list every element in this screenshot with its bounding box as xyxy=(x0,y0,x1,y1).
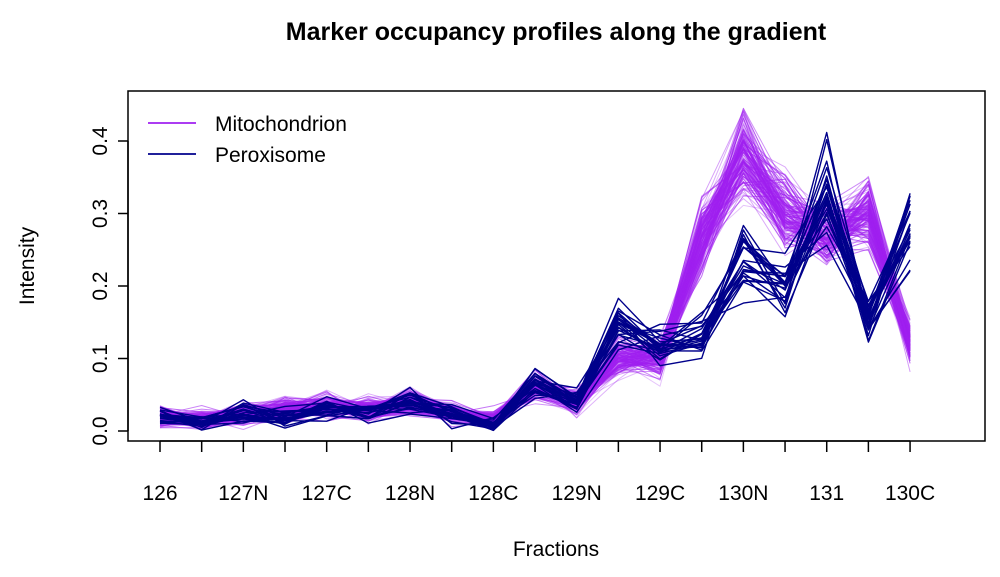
legend: Mitochondrion Peroxisome xyxy=(148,113,347,167)
series-peroxisome xyxy=(159,131,911,432)
x-tick-label: 128C xyxy=(468,482,518,505)
y-tick-label: 0.1 xyxy=(89,344,112,373)
y-tick-label: 0.3 xyxy=(89,199,112,228)
x-tick-label: 126 xyxy=(142,482,177,505)
y-axis-label: Intensity xyxy=(16,226,39,305)
x-tick-label: 128N xyxy=(385,482,435,505)
x-axis-label: Fractions xyxy=(513,538,599,561)
legend-label-peroxisome: Peroxisome xyxy=(215,144,326,167)
x-tick-label: 130N xyxy=(718,482,768,505)
legend-label-mitochondrion: Mitochondrion xyxy=(215,113,347,136)
x-tick-label: 129N xyxy=(552,482,602,505)
x-axis: 126 127N 127C 128N 128C 129N 129C 130N 131 130C xyxy=(142,440,935,505)
y-tick-label: 0.2 xyxy=(89,271,112,300)
chart-title: Marker occupancy profiles along the grad… xyxy=(286,18,827,46)
y-axis: 0.0 0.1 0.2 0.3 0.4 xyxy=(89,126,129,446)
peroxisome-profile-line xyxy=(159,203,911,426)
y-tick-label: 0.0 xyxy=(89,416,112,445)
x-tick-label: 127C xyxy=(302,482,352,505)
peroxisome-profile-line xyxy=(159,195,911,426)
peroxisome-profile-line xyxy=(159,195,911,425)
x-tick-label: 129C xyxy=(635,482,685,505)
mitochondrion-profile-line xyxy=(159,133,911,428)
x-tick-label: 127N xyxy=(218,482,268,505)
series-layer xyxy=(159,107,911,432)
x-tick-label: 130C xyxy=(885,482,935,505)
peroxisome-profile-line xyxy=(159,166,911,431)
x-tick-label: 131 xyxy=(809,482,844,505)
y-tick-label: 0.4 xyxy=(89,126,112,156)
mitochondrion-profile-line xyxy=(159,178,911,428)
peroxisome-profile-line xyxy=(159,199,911,427)
